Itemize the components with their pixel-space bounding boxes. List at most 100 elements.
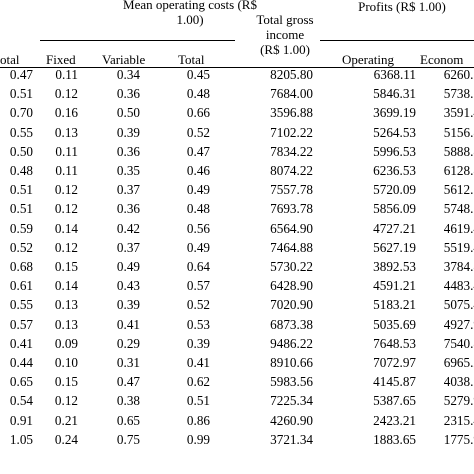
table-cell: 0.39 [116,297,140,313]
table-cell: 3892.53 [373,259,416,274]
table-cell: 7693.78 [270,201,313,217]
table-cell: 0.48 [186,86,210,102]
table-cell: 0.57 [9,316,33,332]
table-cell: 0.52 [9,239,33,255]
table-cell: 7464.88 [270,239,313,255]
table-cell: 5612.3 [443,182,474,198]
sub-header-variable: Variable [102,52,146,67]
table-cell: 0.37 [116,182,140,198]
table-cell: 0.13 [54,124,78,140]
table-cell: 4619.4 [443,220,474,236]
table-cell: 0.47 [9,67,33,82]
total-gross-income-header-line1: Total gross [256,12,314,27]
table-cell: 0.12 [54,201,78,217]
total-gross-income-header: Total gross income (R$ 1.00) [220,12,350,57]
table-cell: 3699.19 [373,105,416,121]
table-cell: 0.86 [186,412,210,428]
table-cell: 6128.8 [443,163,474,178]
table-cell: 4038.1 [443,374,474,390]
table-cell: 0.51 [186,393,210,409]
table-cell: 0.35 [116,163,140,178]
table-cell: 0.31 [116,355,140,370]
table-cell: 4483.4 [443,278,474,294]
table-cell: 7225.34 [270,393,313,409]
table-cell: 0.51 [9,86,33,102]
mean-operating-costs-header-line2: 1.00) [176,12,204,27]
table-cell: 8205.80 [270,67,313,82]
table-cell: 0.15 [54,259,78,274]
table-cell: 5387.65 [373,393,416,409]
table-cell: 5519.4 [443,239,474,255]
table-cell: 5748.3 [443,201,474,217]
table-cell: 5720.09 [373,182,416,198]
table-cell: 0.34 [116,67,140,82]
table-cell: 0.52 [186,297,210,313]
table-cell: 0.68 [9,259,33,274]
table-cell: 0.11 [55,67,78,82]
table-cell: 5075.4 [443,297,474,313]
table-cell: 3591.4 [443,105,474,121]
table-cell: 0.48 [9,163,33,178]
table-cell: 0.49 [186,182,210,198]
table-cell: 0.55 [9,124,33,140]
table-cell: 0.45 [186,67,210,82]
table-cell: 5627.19 [373,239,416,255]
table-cell: 0.24 [54,431,78,447]
table-cell: 0.49 [186,239,210,255]
table-cell: 6260.3 [443,67,474,82]
table-cell: 0.39 [186,335,210,351]
table-cell: 5264.53 [373,124,416,140]
sub-header-total: Total [178,52,205,67]
table-cell: 0.29 [116,335,140,351]
table-cell: 0.50 [116,105,140,121]
table-cell: 0.10 [54,355,78,370]
table-cell: 6428.90 [270,278,313,294]
mean-operating-costs-rule [40,40,235,41]
table-cell: 0.36 [116,86,140,102]
table-cell: 6965.2 [443,355,474,370]
table-cell: 0.75 [116,431,140,447]
table-cell: 4727.21 [373,220,416,236]
table-cell: 5846.31 [373,86,416,102]
table-cell: 4591.21 [373,278,416,294]
table-cell: 5156.8 [443,124,474,140]
table-cell: 0.13 [54,316,78,332]
table-cell: 0.64 [186,259,210,274]
table-cell: 0.11 [55,163,78,178]
table-cell: 3784.8 [443,259,474,274]
table-cell: 5279.9 [443,393,474,409]
table-cell: 0.37 [116,239,140,255]
total-gross-income-header-line2: income [265,27,305,42]
table-cell: 0.16 [54,105,78,121]
table-cell: 2315.4 [443,412,474,428]
table-cell: 1883.65 [373,431,416,447]
table-cell: 0.51 [9,182,33,198]
table-cell: 0.39 [116,124,140,140]
table-cell: 0.47 [186,143,210,159]
table-cell: 5738.5 [443,86,474,102]
table-cell: 5983.56 [270,374,313,390]
table-cell: 3721.34 [270,431,313,447]
table-cell: 0.91 [9,412,33,428]
table-cell: 7557.78 [270,182,313,198]
table-cell: 3596.88 [270,105,313,121]
table-cell: 8074.22 [270,163,313,178]
table-cell: 5996.53 [373,143,416,159]
header-bottom-rule [0,67,474,68]
table-cell: 0.11 [55,143,78,159]
sub-header-total-left: otal [0,52,20,67]
table-cell: 0.12 [54,182,78,198]
table-cell: 5888.8 [443,143,474,159]
table-cell: 0.46 [186,163,210,178]
table-cell: 0.59 [9,220,33,236]
table-cell: 5856.09 [373,201,416,217]
table-cell: 0.53 [186,316,210,332]
table-cell: 8910.66 [270,355,313,370]
table-cell: 4145.87 [373,374,416,390]
table-cell: 0.36 [116,143,140,159]
table-cell: 0.38 [116,393,140,409]
table-cell: 6368.11 [373,67,416,82]
mean-operating-costs-header-line1: Mean operating costs (R$ [123,0,257,12]
table-cell: 7072.97 [373,355,416,370]
table-cell: 0.43 [116,278,140,294]
